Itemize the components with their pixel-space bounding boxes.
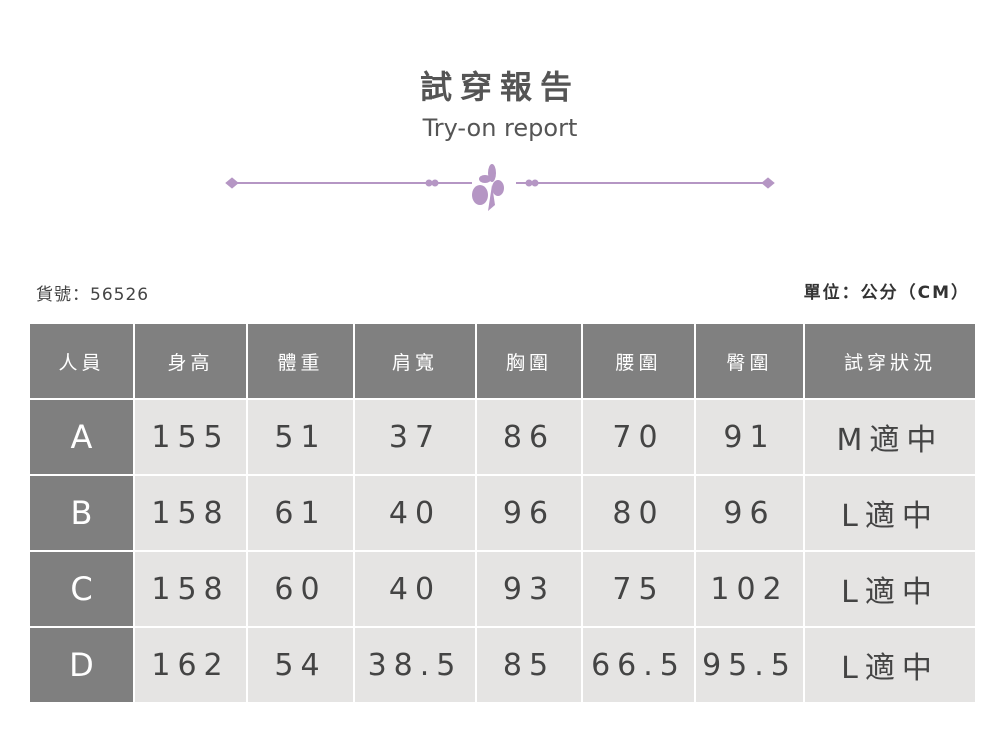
column-header: 試穿狀況	[803, 322, 977, 400]
table-cell: 155	[133, 398, 248, 476]
table-cell: 95.5	[694, 626, 805, 704]
table-cell: 66.5	[581, 626, 696, 704]
table-cell: 37	[353, 398, 477, 476]
table-cell: 40	[353, 474, 477, 552]
diamond-icon	[761, 177, 775, 189]
table-cell: 102	[694, 550, 805, 628]
table-cell: 51	[246, 398, 355, 476]
table-cell: 93	[475, 550, 583, 628]
table-cell: L適中	[803, 550, 977, 628]
person-label: D	[28, 626, 135, 704]
table-cell: 80	[581, 474, 696, 552]
column-header: 人員	[28, 322, 135, 400]
table-cell: 91	[694, 398, 805, 476]
column-header: 臀圍	[694, 322, 805, 400]
table-header-row: 人員 身高 體重 肩寬 胸圍 腰圍 臀圍 試穿狀況	[28, 322, 977, 400]
table-cell: 158	[133, 474, 248, 552]
table-cell: 38.5	[353, 626, 477, 704]
iris-flower-icon	[472, 163, 516, 211]
table-row: B 158 61 40 96 80 96 L適中	[28, 474, 977, 552]
table-cell: 40	[353, 550, 477, 628]
page-subtitle: Try-on report	[422, 114, 578, 142]
person-label: A	[28, 398, 135, 476]
table-cell: 54	[246, 626, 355, 704]
column-header: 體重	[246, 322, 355, 400]
try-on-table: 人員 身高 體重 肩寬 胸圍 腰圍 臀圍 試穿狀況 A 155 51 37 86 70 91 M適中 B 158…	[28, 322, 977, 704]
table-row: A 155 51 37 86 70 91 M適中	[28, 398, 977, 476]
column-header: 腰圍	[581, 322, 696, 400]
table-cell: 85	[475, 626, 583, 704]
table-cell: 60	[246, 550, 355, 628]
table-cell: 158	[133, 550, 248, 628]
table-row: C 158 60 40 93 75 102 L適中	[28, 550, 977, 628]
table-cell: 96	[475, 474, 583, 552]
table-cell: L適中	[803, 474, 977, 552]
product-number: 貨號：56526	[36, 285, 150, 305]
table-cell: M適中	[803, 398, 977, 476]
iris-ornament-divider	[225, 163, 775, 211]
table-cell: 70	[581, 398, 696, 476]
diamond-icon	[225, 177, 239, 189]
table-cell: 162	[133, 626, 248, 704]
column-header: 肩寬	[353, 322, 477, 400]
person-label: B	[28, 474, 135, 552]
table-cell: 61	[246, 474, 355, 552]
person-label: C	[28, 550, 135, 628]
table-cell: 86	[475, 398, 583, 476]
page-title: 試穿報告	[419, 68, 580, 106]
table-cell: 96	[694, 474, 805, 552]
table-cell: 75	[581, 550, 696, 628]
unit-label: 單位：公分（CM）	[803, 283, 970, 303]
table-cell: L適中	[803, 626, 977, 704]
column-header: 身高	[133, 322, 248, 400]
column-header: 胸圍	[475, 322, 583, 400]
table-row: D 162 54 38.5 85 66.5 95.5 L適中	[28, 626, 977, 704]
